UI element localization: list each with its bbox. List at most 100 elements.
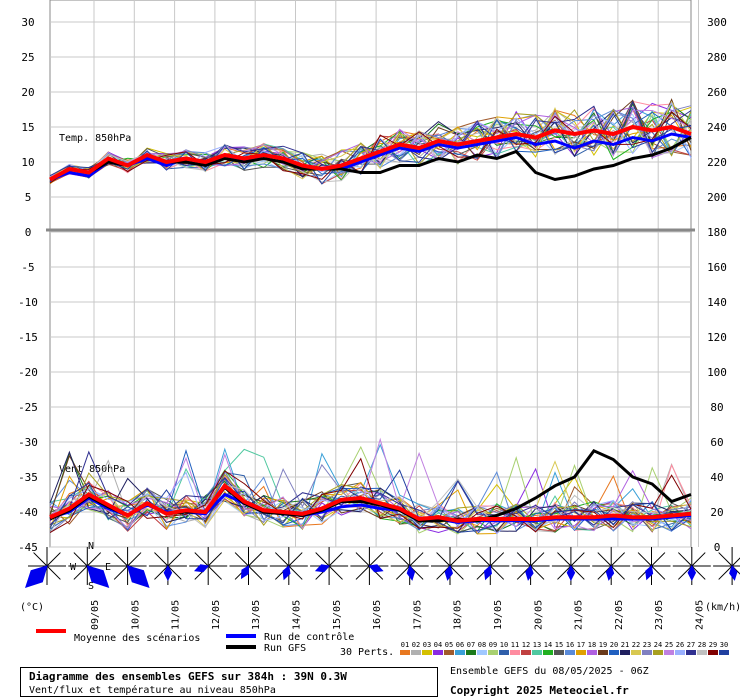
rose-spoke (610, 552, 625, 567)
pert-color-swatch (708, 650, 718, 655)
pert-id-label: 27 (687, 641, 695, 649)
date-tick-label: 14/05 (292, 600, 303, 630)
date-tick-label: 15/05 (332, 600, 343, 630)
right-tick-label: 180 (707, 226, 727, 239)
right-tick-label: 100 (707, 366, 727, 379)
wind-rose (148, 547, 187, 585)
wind-roses (25, 547, 740, 588)
right-axis: 3002802602402202001801601401201008060402… (707, 16, 727, 554)
temp-panel-label: Temp. 850hPa (59, 133, 131, 144)
left-tick-label: 25 (21, 51, 34, 64)
wind-rose (431, 547, 469, 585)
pert-id-label: 05 (445, 641, 453, 649)
rose-petal (483, 565, 492, 581)
date-tick-label: 18/05 (453, 600, 464, 630)
rose-east-label: E (105, 562, 111, 573)
mean-temp-line (49, 124, 692, 182)
rose-spoke (530, 552, 545, 567)
rose-spoke (328, 552, 343, 567)
rose-spoke (530, 565, 545, 580)
rose-petal (406, 564, 416, 581)
pert-color-swatch (444, 650, 454, 655)
left-tick-label: 15 (21, 121, 34, 134)
copyright-text: Copyright 2025 Meteociel.fr (450, 684, 629, 697)
right-tick-label: 220 (707, 156, 727, 169)
pert-id-label: 22 (632, 641, 640, 649)
left-tick-label: -45 (18, 541, 38, 554)
rose-spoke (489, 552, 505, 567)
wind-rose (350, 547, 389, 585)
pert-color-swatch (400, 650, 410, 655)
rose-petal (645, 565, 654, 581)
rose-spoke (46, 552, 61, 567)
wind-rose (672, 547, 711, 585)
date-tick-label: 19/05 (493, 600, 504, 630)
right-tick-label: 120 (707, 331, 727, 344)
left-axis: 30 25 20 15 10 5 0 -5 -10 -15 -20 -25 -30 -35 -40 -45 (18, 16, 38, 554)
pert-color-swatch (411, 650, 421, 655)
pert-id-label: 13 (533, 641, 541, 649)
wind-rose (632, 547, 671, 585)
rose-south-label: S (88, 581, 94, 592)
rose-petal (126, 565, 150, 588)
rose-spoke (718, 565, 733, 580)
chart-title: Diagramme des ensembles GEFS sur 384h : … (29, 670, 347, 683)
right-tick-label: 260 (707, 86, 727, 99)
date-tick-label: 11/05 (171, 600, 182, 630)
rose-petal (444, 564, 454, 581)
right-tick-label: 60 (710, 436, 723, 449)
pert-color-swatch (554, 650, 564, 655)
left-tick-label: -20 (18, 366, 38, 379)
rose-spoke (557, 565, 572, 580)
left-tick-label: -25 (18, 401, 38, 414)
pert-color-swatch (499, 650, 509, 655)
pert-color-swatch (565, 650, 575, 655)
rose-spoke (73, 552, 88, 567)
rose-spoke (288, 565, 303, 580)
rose-spoke (194, 552, 209, 567)
pert-temp-line (49, 109, 692, 177)
pert-color-swatch (697, 650, 707, 655)
rose-spoke (651, 552, 666, 567)
rose-spoke (113, 565, 128, 580)
chart-subtitle: Vent/flux et température au niveau 850hP… (29, 685, 276, 696)
rose-spoke (207, 565, 222, 580)
rose-spoke (127, 552, 142, 567)
rose-spoke (570, 552, 585, 567)
rose-spoke (651, 565, 666, 580)
rose-spoke (369, 552, 384, 567)
grid (50, 0, 699, 548)
wind-rose (108, 547, 150, 588)
rose-spoke (489, 565, 505, 580)
plot-area (49, 0, 692, 548)
wind-rose (68, 547, 110, 588)
pert-color-swatch (719, 650, 729, 655)
rose-spoke (167, 565, 182, 580)
pert-color-swatch (543, 650, 553, 655)
rose-petal (605, 564, 615, 581)
date-tick-label: 24/05 (695, 600, 706, 630)
pert-id-label: 04 (434, 641, 442, 649)
wind-panel-label: Vent 850hPa (59, 464, 125, 475)
pert-color-swatch (686, 650, 696, 655)
right-tick-label: 240 (707, 121, 727, 134)
pert-color-swatch (455, 650, 465, 655)
left-tick-label: -35 (18, 471, 38, 484)
rose-petal (194, 564, 210, 573)
rose-spoke (154, 565, 169, 580)
rose-petal (282, 565, 291, 581)
pert-id-label: 06 (456, 641, 464, 649)
pert-id-label: 14 (544, 641, 552, 649)
pert-id-label: 10 (500, 641, 508, 649)
rose-spoke (691, 565, 706, 580)
pert-color-swatch (631, 650, 641, 655)
pert-id-label: 16 (566, 641, 574, 649)
legend-perts-label: 30 Perts. (340, 647, 394, 658)
rose-petal (240, 565, 250, 580)
date-tick-label: 22/05 (614, 600, 625, 630)
wind-rose (511, 547, 550, 585)
rose-spoke (248, 552, 263, 567)
rose-spoke (637, 552, 652, 567)
rose-spoke (597, 552, 612, 567)
